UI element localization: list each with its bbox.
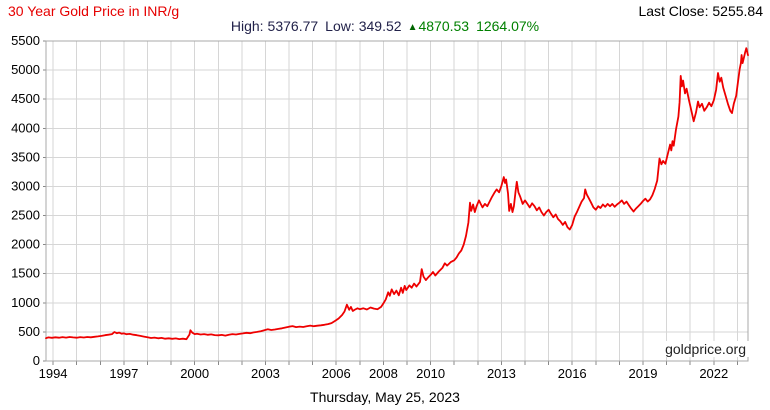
y-tick-label: 4500: [11, 91, 40, 106]
y-tick-label: 2500: [11, 208, 40, 223]
last-close: Last Close: 5255.84: [638, 3, 763, 19]
y-tick-label: 1500: [11, 266, 40, 281]
x-tick-label: 2008: [369, 366, 398, 381]
x-tick-label: 2000: [180, 366, 209, 381]
x-tick-label: 2010: [416, 366, 445, 381]
last-close-value: 5255.84: [712, 3, 763, 19]
x-tick-label: 2019: [629, 366, 658, 381]
y-tick-label: 3500: [11, 149, 40, 164]
y-tick-label: 2000: [11, 237, 40, 252]
low-value: 349.52: [358, 18, 402, 34]
last-close-label: Last Close:: [638, 3, 709, 19]
y-tick-label: 4000: [11, 120, 40, 135]
x-tick-label: 2013: [487, 366, 516, 381]
high-low-stats: High: 5376.77 Low: 349.52: [231, 18, 402, 34]
x-tick-label: 2003: [251, 366, 280, 381]
change-value: 4870.53: [418, 18, 470, 34]
y-tick-label: 5000: [11, 62, 40, 77]
change-percent: 1264.07%: [476, 18, 540, 34]
plot-border: [45, 40, 749, 362]
low-label: Low:: [325, 18, 355, 34]
y-tick-label: 1000: [11, 295, 40, 310]
watermark: goldprice.org: [662, 341, 749, 357]
y-tick-label: 500: [18, 324, 40, 339]
high-value: 5376.77: [267, 18, 319, 34]
x-tick-label: 2006: [322, 366, 351, 381]
x-tick-label: 1994: [39, 366, 68, 381]
up-arrow-icon: ▲: [407, 22, 418, 33]
chart-title: 30 Year Gold Price in INR/g: [8, 3, 180, 19]
y-tick-label: 0: [33, 353, 40, 368]
x-tick-label: 2016: [558, 366, 587, 381]
date-label: Thursday, May 25, 2023: [310, 389, 460, 405]
y-tick-label: 3000: [11, 178, 40, 193]
stats-line: High: 5376.77 Low: 349.52 ▲4870.53 1264.07%: [0, 18, 770, 34]
x-tick-label: 1997: [109, 366, 138, 381]
change-stats: ▲4870.53 1264.07%: [408, 18, 540, 34]
high-label: High:: [230, 18, 264, 34]
price-line-series: [45, 47, 749, 341]
y-tick-label: 5500: [11, 33, 40, 48]
x-tick-label: 2022: [699, 366, 728, 381]
